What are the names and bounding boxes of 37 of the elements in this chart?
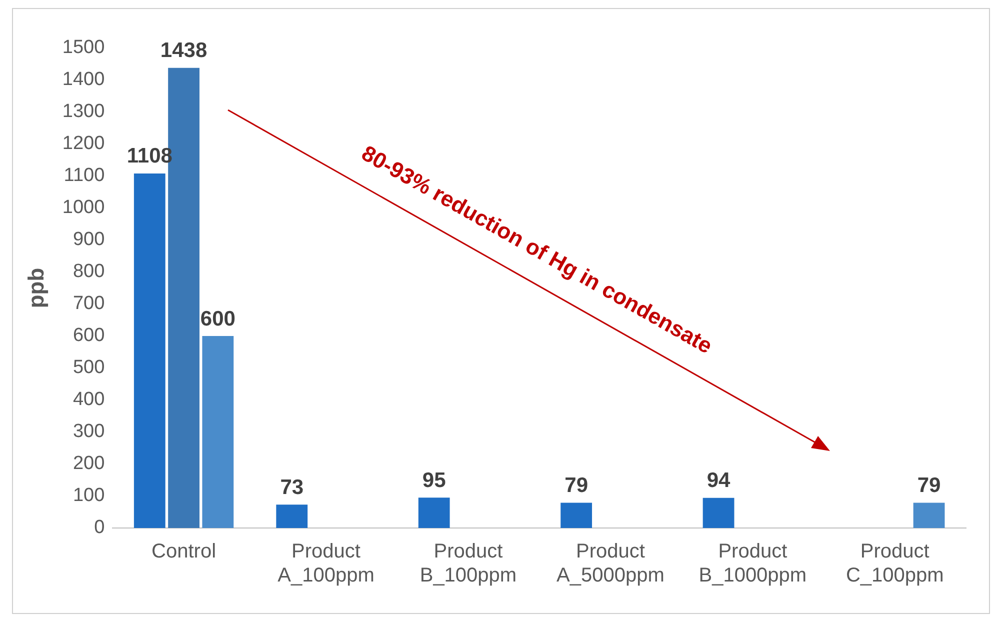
y-tick-label: 600 xyxy=(72,325,105,346)
y-tick-label: 900 xyxy=(72,229,105,250)
x-tick-label: Product C_100ppm xyxy=(846,540,944,587)
y-tick-label: 200 xyxy=(72,453,105,474)
y-tick-label: 1400 xyxy=(62,69,105,90)
bar xyxy=(702,498,734,528)
y-tick-label: 1300 xyxy=(62,101,105,122)
y-tick-label: 700 xyxy=(72,293,105,314)
y-tick-label: 1500 xyxy=(62,37,105,58)
bar xyxy=(418,498,450,528)
data-label: 73 xyxy=(280,476,304,499)
x-tick-label: Control xyxy=(152,540,216,563)
bar xyxy=(276,504,308,528)
y-tick-label: 1000 xyxy=(62,197,105,218)
data-label: 79 xyxy=(917,474,941,498)
bar xyxy=(134,173,166,528)
x-tick-label: Product A_5000ppm xyxy=(556,540,664,587)
data-label: 95 xyxy=(422,468,446,492)
y-tick-label: 800 xyxy=(72,261,105,282)
bar xyxy=(202,336,234,528)
data-label: 79 xyxy=(564,474,588,498)
data-label: 1438 xyxy=(160,39,208,62)
data-label: 600 xyxy=(200,307,236,330)
y-tick-label: 400 xyxy=(72,389,105,410)
y-tick-label: 1200 xyxy=(62,133,105,154)
x-tick-label: Product B_100ppm xyxy=(420,540,517,587)
y-tick-label: 500 xyxy=(72,357,105,378)
x-tick-label: Product A_100ppm xyxy=(278,540,374,587)
y-tick-label: 300 xyxy=(72,421,105,442)
y-tick-label: 100 xyxy=(72,485,105,506)
bar xyxy=(560,502,592,528)
y-tick-label: 0 xyxy=(94,517,105,538)
x-tick-label: Product B_1000ppm xyxy=(698,540,807,587)
y-axis-title: ppb xyxy=(23,268,48,308)
bar xyxy=(913,502,945,528)
data-label: 94 xyxy=(706,469,731,492)
y-tick-label: 1100 xyxy=(64,165,105,186)
